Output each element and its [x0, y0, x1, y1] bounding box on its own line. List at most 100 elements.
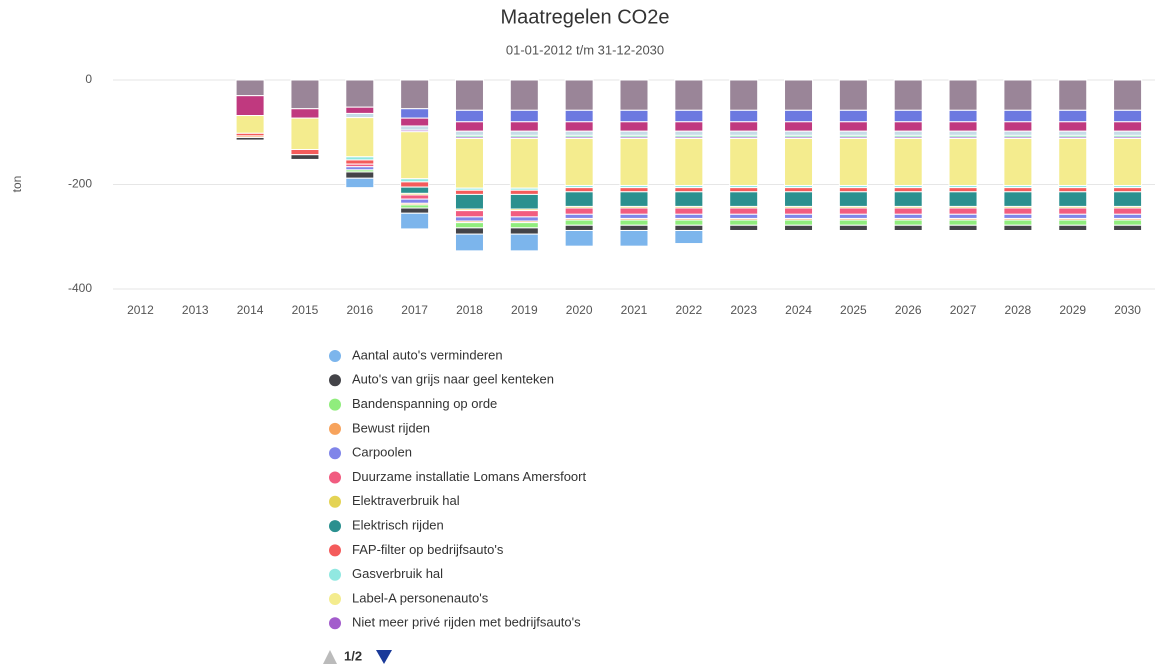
bar-segment — [345, 112, 375, 119]
bar-segment — [674, 229, 704, 245]
bar-segment — [509, 130, 539, 136]
x-tick-label: 2018 — [456, 303, 483, 317]
bar-segment — [1003, 138, 1033, 187]
bar-segment — [345, 79, 375, 108]
bar-segment — [345, 159, 375, 165]
bar-segment — [564, 187, 594, 193]
legend-marker — [329, 422, 341, 435]
legend-marker — [329, 495, 341, 508]
legend-label: FAP-filter op bedrijfsauto's — [352, 542, 504, 557]
bar-segment — [619, 130, 649, 136]
bar-segment — [948, 219, 978, 226]
bar-segment — [454, 189, 484, 195]
legend-prev[interactable] — [323, 650, 337, 664]
bar-segment — [235, 79, 265, 97]
bar-segment — [619, 121, 649, 132]
legend-label: Duurzame installatie Lomans Amersfoort — [352, 469, 586, 484]
legend-marker — [329, 374, 341, 387]
bar-segment — [729, 138, 759, 187]
bar-segment — [674, 224, 704, 231]
bar-segment — [400, 207, 430, 214]
bar-segment — [838, 138, 868, 187]
bar-segment — [838, 187, 868, 193]
bar-segment — [509, 216, 539, 222]
bar-segment — [674, 121, 704, 132]
bar-segment — [729, 79, 759, 111]
bar-segment — [509, 79, 539, 111]
bar-segment — [454, 79, 484, 111]
bar-segment — [1058, 187, 1088, 193]
bar-segment — [674, 191, 704, 207]
bar-segment — [235, 115, 265, 134]
legend-label: Carpoolen — [352, 445, 412, 460]
bar-segment — [784, 130, 814, 136]
bar-segment — [1003, 213, 1033, 219]
bar-segment — [1113, 224, 1143, 231]
bar-segment — [948, 207, 978, 215]
bar-segment — [893, 187, 923, 193]
bar-segment — [1113, 79, 1143, 111]
bar-segment — [235, 136, 265, 141]
x-tick-label: 2022 — [675, 303, 702, 317]
bar-segment — [1003, 219, 1033, 226]
bar-segment — [1058, 138, 1088, 187]
bar-segment — [838, 191, 868, 207]
legend-marker — [329, 544, 341, 557]
bar-segment — [564, 229, 594, 247]
bar-segment — [454, 121, 484, 132]
bar-segment — [564, 213, 594, 219]
bar-segment — [454, 130, 484, 136]
y-tick-label: 0 — [85, 72, 92, 86]
x-tick-label: 2023 — [730, 303, 757, 317]
x-tick-label: 2025 — [840, 303, 867, 317]
bar-segment — [454, 227, 484, 235]
bar-segment — [893, 138, 923, 187]
bar-segment — [1003, 191, 1033, 207]
bar-segment — [674, 79, 704, 111]
x-tick-label: 2017 — [401, 303, 428, 317]
bar-segment — [784, 187, 814, 193]
bar-segment — [509, 138, 539, 189]
x-tick-label: 2015 — [292, 303, 319, 317]
bar-segment — [674, 219, 704, 226]
legend-label: Bandenspanning op orde — [352, 396, 497, 411]
bar-segment — [1058, 191, 1088, 207]
bar-segment — [674, 213, 704, 219]
x-tick-label: 2019 — [511, 303, 538, 317]
bar-segment — [454, 222, 484, 229]
bar-segment — [1113, 219, 1143, 226]
bar-segment — [729, 109, 759, 123]
bar-segment — [564, 224, 594, 231]
bar-segment — [1058, 79, 1088, 111]
legend-marker — [329, 617, 341, 630]
bar-segment — [784, 138, 814, 187]
bar-segment — [838, 79, 868, 111]
bar-segment — [1058, 224, 1088, 231]
legend-marker — [329, 398, 341, 411]
bar-segment — [1113, 121, 1143, 132]
bar-segment — [674, 187, 704, 193]
bar-segment — [948, 187, 978, 193]
bar-segment — [509, 109, 539, 123]
x-tick-label: 2029 — [1059, 303, 1086, 317]
bar-segment — [619, 191, 649, 207]
x-tick-label: 2021 — [621, 303, 648, 317]
bar-segment — [1003, 207, 1033, 215]
bar-segment — [400, 131, 430, 180]
x-tick-label: 2027 — [950, 303, 977, 317]
bar-segment — [345, 171, 375, 179]
y-tick-label: -200 — [68, 177, 92, 191]
legend-next[interactable] — [376, 650, 392, 664]
bar-segment — [400, 194, 430, 200]
legend-marker — [329, 350, 341, 362]
chart-subtitle: 01-01-2012 t/m 31-12-2030 — [506, 42, 664, 57]
bar-segment — [729, 130, 759, 136]
bar-segment — [838, 219, 868, 226]
bar-segment — [400, 212, 430, 230]
bar-segment — [838, 109, 868, 123]
bar-segment — [619, 79, 649, 111]
bar-segment — [948, 138, 978, 187]
x-tick-label: 2020 — [566, 303, 593, 317]
bar-segment — [893, 121, 923, 132]
legend-marker — [329, 568, 341, 581]
